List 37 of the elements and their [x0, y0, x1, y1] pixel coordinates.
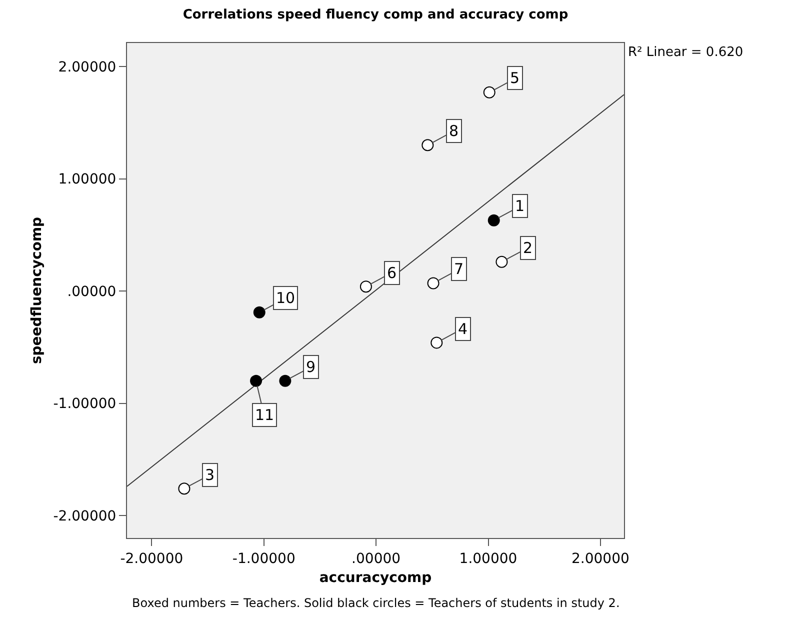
- text: Boxed numbers = Teachers. Solid black circles = Teachers of students in study 2.: [132, 596, 620, 610]
- point: [253, 306, 266, 318]
- y-tick-label: 2.00000: [58, 59, 116, 76]
- annotation: 7: [454, 260, 464, 278]
- y-tick-label: -2.00000: [53, 508, 116, 524]
- annotation: 11: [255, 406, 274, 424]
- annotation: 6: [387, 264, 397, 282]
- y-tick-label: -1.00000: [53, 396, 116, 412]
- x-tick-label: .00000: [352, 550, 401, 567]
- x-tick-label: -2.00000: [120, 550, 184, 567]
- x-axis-title: accuracycomp: [319, 570, 432, 586]
- annotation: 9: [306, 358, 316, 376]
- point: [488, 214, 500, 226]
- annotation: 10: [276, 289, 296, 307]
- point: [483, 86, 496, 98]
- y-tick-label: .00000: [67, 284, 116, 300]
- point: [430, 336, 443, 349]
- point: [250, 374, 262, 387]
- point: [496, 256, 508, 268]
- annotation: 5: [510, 69, 520, 87]
- point: [178, 482, 190, 495]
- chart-title: Correlations speed fluency comp and accuracy comp: [182, 8, 568, 23]
- annotation: 1: [515, 197, 525, 215]
- x-tick-label: -1.00000: [232, 550, 296, 567]
- point: [360, 280, 372, 293]
- point: [279, 374, 292, 387]
- x-tick-label: 1.00000: [459, 550, 518, 567]
- y-tick-label: 1.00000: [58, 172, 116, 188]
- annotation: 2: [523, 239, 533, 257]
- point: [422, 139, 434, 152]
- annotation: 4: [458, 320, 468, 338]
- annotation: 3: [205, 466, 215, 484]
- point: [427, 277, 440, 290]
- annotation: 8: [449, 122, 459, 140]
- x-tick-label: 2.00000: [571, 550, 630, 567]
- text: R² Linear = 0.620: [628, 45, 744, 60]
- y-axis-title: speedfluencycomp: [28, 216, 45, 364]
